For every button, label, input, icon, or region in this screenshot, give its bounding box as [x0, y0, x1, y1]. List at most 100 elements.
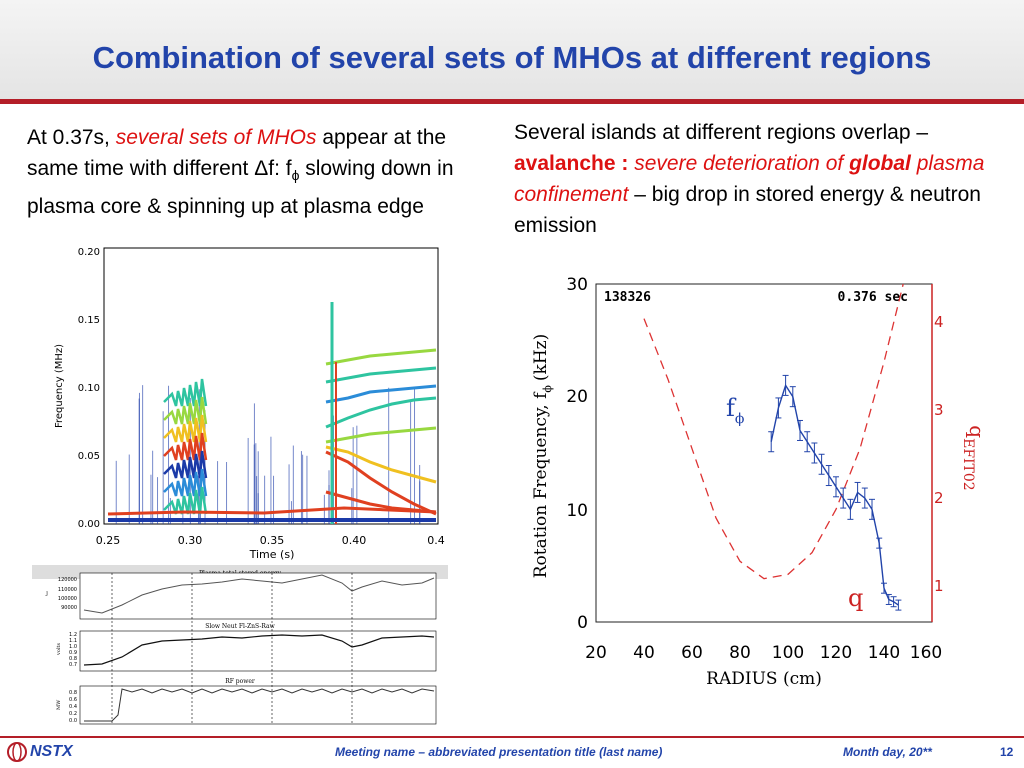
strip3-title: RF power: [225, 678, 255, 685]
header-rule: [0, 99, 1024, 104]
spectrogram-mode-band: [163, 378, 208, 407]
profile-xtick: 80: [729, 643, 751, 663]
spectrogram-mode-band: [325, 396, 437, 429]
slide-header: [0, 0, 1024, 100]
right-text-5: plasma confinement: [514, 152, 985, 206]
f-phi-label: fϕ: [726, 394, 744, 427]
profile-ylabel-unit: (kHz): [531, 334, 551, 381]
profile-ytick: 10: [566, 501, 588, 521]
spectrogram-yticks: 0.20 0.15 0.10 0.05 0.00: [78, 247, 100, 530]
strip3-ytick: 0.4: [69, 704, 77, 710]
strip2-ytick: 1.0: [69, 644, 77, 650]
left-paragraph: At 0.37s, several sets of MHOs appear at…: [27, 122, 497, 222]
strip2-title: Slow Neut Fl-ZnS-Raw: [205, 623, 275, 630]
spec-xtick: 0.35: [260, 534, 285, 547]
spectrogram-mode-band: [163, 414, 208, 443]
profile-xlabel: RADIUS (cm): [706, 669, 822, 689]
strip1-ytick: 110000: [58, 587, 77, 593]
profile-ylabel: Rotation Frequency, fϕ (kHz): [531, 334, 554, 579]
profile-xtick: 60: [681, 643, 703, 663]
spec-xlabel: Time (s): [249, 548, 295, 561]
strip2-frame: [79, 630, 437, 672]
profile-ytick: 0: [577, 613, 588, 633]
strip2-ytick: 0.7: [69, 662, 77, 668]
strip2-ytick: 1.1: [69, 638, 77, 644]
spec-ytick: 0.05: [78, 451, 100, 462]
left-emphasis: several sets of MHOs: [115, 126, 317, 149]
spec-xtick: 0.4: [427, 534, 445, 547]
profile-ytick: 30: [566, 275, 588, 295]
profile-xticks: 20 40 60 80 100 120 140 160: [585, 643, 942, 663]
left-text-5: slowing down in plasma core & spinning u…: [27, 157, 454, 219]
spec-xtick: 0.30: [178, 534, 203, 547]
strip3-frame: [79, 685, 437, 725]
strip2-ytick: 0.9: [69, 650, 77, 656]
spec-ytick: 0.10: [78, 383, 100, 394]
profile-series: [643, 283, 904, 611]
left-text-1: At 0.37s,: [27, 126, 110, 149]
footer-meeting: Meeting name – abbreviated presentation …: [335, 745, 663, 759]
strip3-yticks: 0.8 0.6 0.4 0.2 0.0: [69, 690, 77, 724]
spec-xtick: 0.40: [342, 534, 367, 547]
spec-ytick: 0.20: [78, 247, 100, 258]
spec-ylabel: Frequency (MHz): [54, 344, 65, 428]
profile-xtick: 140: [868, 643, 900, 663]
q-axis-label: qEFIT02: [960, 425, 989, 490]
strip3-ytick: 0.2: [69, 711, 77, 717]
q-axis-label-main: q: [965, 425, 989, 438]
spec-ytick: 0.00: [78, 519, 100, 530]
q-profile-line: [643, 283, 904, 580]
spectrogram-mode-band: [163, 450, 208, 479]
shot-time: 0.376 sec: [838, 290, 908, 305]
spec-ytick: 0.15: [78, 315, 100, 326]
shot-number: 138326: [604, 290, 651, 305]
rf-power-trace: [84, 688, 435, 722]
right-text-6: – big drop in stored energy & neutron em…: [514, 183, 981, 237]
strip1-ytick: 100000: [58, 596, 77, 602]
spectrogram-mode-band: [107, 506, 437, 516]
strip2-ytick: 0.8: [69, 656, 77, 662]
nstx-logo-icon: [7, 742, 27, 762]
strip1-ylabel: J: [45, 591, 48, 597]
f-phi-profile-line: [770, 383, 899, 606]
spectrogram-mode-band: [163, 432, 208, 461]
spec-xtick: 0.25: [96, 534, 121, 547]
spectrogram-mode-band: [325, 366, 437, 384]
time-traces-figure: Plasma total stored energy 120000 110000…: [32, 565, 448, 725]
spectrogram-mode-band: [325, 426, 437, 444]
right-paragraph: Several islands at different regions ove…: [514, 117, 1014, 241]
right-avalanche: avalanche :: [514, 152, 629, 175]
strip2-yticks: 1.2 1.1 1.0 0.9 0.8 0.7: [69, 632, 77, 668]
right-text-1: Several islands at different regions ove…: [514, 121, 929, 144]
q-axis-label-sub: EFIT02: [960, 438, 976, 491]
slide-title: Combination of several sets of MHOs at d…: [92, 40, 932, 75]
spectrogram-traces: [107, 302, 437, 524]
spectrogram-mode-band: [325, 348, 437, 366]
left-text-sub: ϕ: [291, 167, 300, 184]
strip1-frame: [79, 572, 437, 620]
profile-ylabel-main: Rotation Frequency, f: [531, 391, 551, 578]
neutron-trace: [83, 634, 435, 666]
profile-ytick: 20: [566, 387, 588, 407]
spectrogram-mode-band: [163, 396, 208, 425]
strip3-ylabel: MW: [56, 699, 62, 710]
nstx-logo: [6, 742, 28, 767]
strip2-ylabel: volts: [56, 643, 62, 656]
strip3-ytick: 0.0: [69, 718, 77, 724]
page-number: 12: [1000, 745, 1014, 759]
profile-ylabel-sub: ϕ: [541, 385, 554, 393]
spectrogram-xticks: 0.25 0.30 0.35 0.40 0.4: [96, 534, 445, 547]
right-global: global: [849, 152, 911, 175]
left-text-3: appear at the same time with different Δ…: [27, 126, 447, 180]
f-phi-label-sub: ϕ: [735, 411, 745, 427]
profile-rticks: 1 2 3 4: [934, 313, 944, 595]
strip1-ytick: 90000: [61, 605, 77, 611]
profile-xtick: 100: [772, 643, 804, 663]
strip1-ytick: 120000: [58, 577, 77, 583]
profile-rtick: 3: [934, 401, 944, 419]
nstx-logo-text: NSTX: [30, 743, 73, 760]
profile-xtick: 40: [633, 643, 655, 663]
spectrogram-mode-band: [325, 384, 437, 404]
slide-footer: [0, 738, 1024, 768]
profile-yticks: 0 10 20 30: [566, 275, 588, 633]
